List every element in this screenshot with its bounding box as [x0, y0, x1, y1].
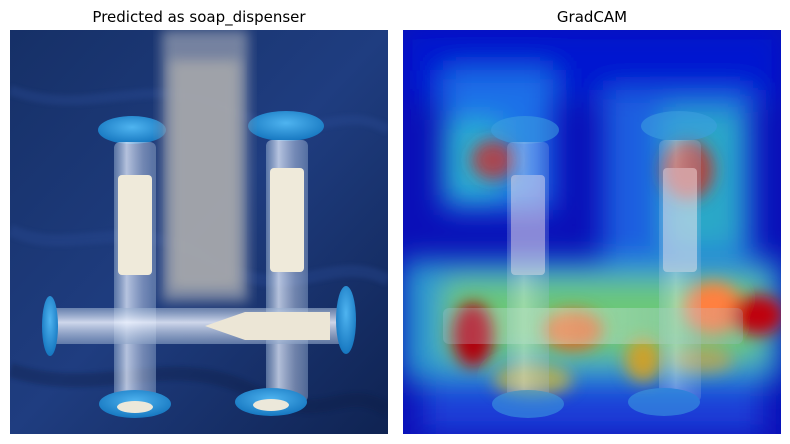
right-panel-title: GradCAM	[556, 8, 628, 26]
original-image	[10, 30, 388, 434]
gradcam-image	[403, 30, 781, 434]
left-panel-title: Predicted as soap_dispenser	[92, 8, 306, 26]
horizontal-hourglass	[42, 286, 356, 356]
